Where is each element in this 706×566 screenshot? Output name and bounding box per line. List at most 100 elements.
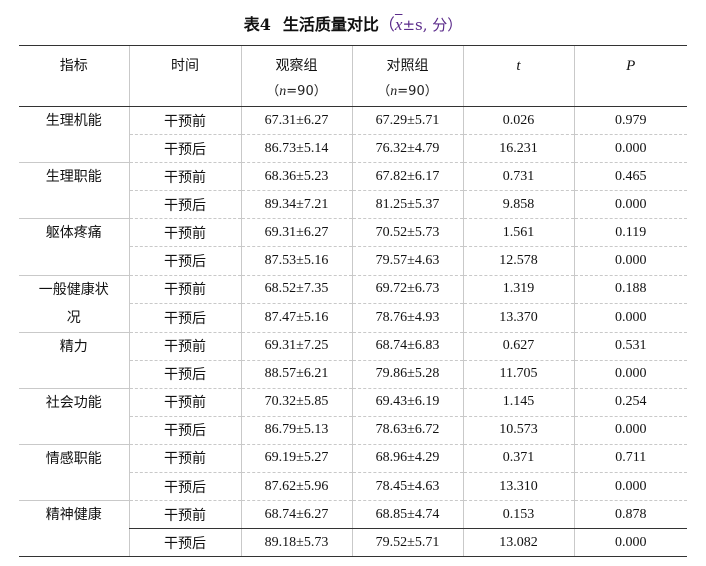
indicator-cell: 社会功能 <box>19 388 129 445</box>
n-value: =90） <box>397 84 438 99</box>
time-cell: 干预后 <box>128 303 241 333</box>
p-value-cell: 0.000 <box>573 360 687 389</box>
observation-cell: 87.47±5.16 <box>240 303 352 333</box>
table-row: 干预后 89.18±5.73 79.52±5.71 13.082 0.000 <box>19 528 687 558</box>
p-value-cell: 0.000 <box>573 246 687 276</box>
control-cell: 68.85±4.74 <box>351 500 463 530</box>
time-cell: 干预后 <box>128 472 241 502</box>
p-value-cell: 0.000 <box>573 190 687 220</box>
indicator-cell: 一般健康状况 <box>19 275 129 333</box>
t-value-cell: 0.627 <box>462 332 574 361</box>
observation-cell: 86.79±5.13 <box>240 416 352 445</box>
table-row: 干预后 86.79±5.13 78.63±6.72 10.573 0.000 <box>19 416 687 445</box>
observation-cell: 69.31±7.25 <box>240 332 352 361</box>
header-time: 时间 <box>128 45 241 107</box>
table-caption: 表4 生活质量对比（x±s, 分） <box>0 10 706 40</box>
table-number: 表4 <box>243 15 271 34</box>
header-control-label: 对照组 <box>386 58 429 74</box>
header-indicator: 指标 <box>19 45 129 107</box>
observation-cell: 67.31±6.27 <box>240 106 352 136</box>
t-value-cell: 0.371 <box>462 444 574 474</box>
header-control: 对照组 （n=90） <box>351 45 463 107</box>
t-value-cell: 9.858 <box>462 190 574 220</box>
p-value-cell: 0.979 <box>573 106 687 136</box>
table-row: 生理职能 干预前 68.36±5.23 67.82±6.17 0.731 0.465 <box>19 162 687 220</box>
header-p: P <box>573 45 687 107</box>
observation-cell: 70.32±5.85 <box>240 388 352 417</box>
indicator-cell: 精神健康 <box>19 500 129 558</box>
paren-open: （ <box>266 84 280 99</box>
p-value-cell: 0.000 <box>573 528 687 558</box>
time-cell: 干预前 <box>128 106 241 136</box>
t-value-cell: 10.573 <box>462 416 574 445</box>
control-cell: 81.25±5.37 <box>351 190 463 220</box>
table-row: 精力 干预前 69.31±7.25 68.74±6.83 0.627 0.531 <box>19 332 687 389</box>
p-value-cell: 0.000 <box>573 472 687 502</box>
time-cell: 干预后 <box>128 416 241 445</box>
time-cell: 干预前 <box>128 275 241 305</box>
header-observation: 观察组 （n=90） <box>240 45 352 107</box>
t-value-cell: 12.578 <box>462 246 574 276</box>
observation-cell: 86.73±5.14 <box>240 134 352 164</box>
indicator-label-line2: 况 <box>66 309 81 326</box>
observation-cell: 68.52±7.35 <box>240 275 352 305</box>
control-cell: 67.29±5.71 <box>351 106 463 136</box>
time-cell: 干预前 <box>128 500 241 530</box>
p-value-cell: 0.119 <box>573 218 687 248</box>
table-row: 精神健康 干预前 68.74±6.27 68.85±4.74 0.153 0.878 <box>19 500 687 558</box>
table-row: 干预后 89.34±7.21 81.25±5.37 9.858 0.000 <box>19 190 687 220</box>
table-row: 干预后 87.62±5.96 78.45±4.63 13.310 0.000 <box>19 472 687 502</box>
quality-of-life-table: 指标 时间 观察组 （n=90） 对照组 （n=90） t P 生理机能 干预前 6… <box>19 45 687 558</box>
table-row: 干预后 87.53±5.16 79.57±4.63 12.578 0.000 <box>19 246 687 276</box>
time-cell: 干预后 <box>128 360 241 389</box>
observation-cell: 69.19±5.27 <box>240 444 352 474</box>
p-value-cell: 0.878 <box>573 500 687 530</box>
observation-cell: 89.34±7.21 <box>240 190 352 220</box>
table-row: 一般健康状况干预前 68.52±7.35 69.72±6.73 1.319 0.188 <box>19 275 687 333</box>
time-cell: 干预后 <box>128 190 241 220</box>
time-cell: 干预后 <box>128 528 241 558</box>
control-cell: 78.45±4.63 <box>351 472 463 502</box>
indicator-cell: 精力 <box>19 332 129 389</box>
caption-paren-open: （ <box>378 15 395 34</box>
t-value-cell: 13.370 <box>462 303 574 333</box>
table-row: 情感职能 干预前 69.19±5.27 68.96±4.29 0.371 0.711 <box>19 444 687 502</box>
p-value-cell: 0.711 <box>573 444 687 474</box>
time-cell: 干预后 <box>128 246 241 276</box>
control-cell: 70.52±5.73 <box>351 218 463 248</box>
control-cell: 76.32±4.79 <box>351 134 463 164</box>
control-cell: 69.72±6.73 <box>351 275 463 305</box>
indicator-cell: 情感职能 <box>19 444 129 502</box>
time-cell: 干预前 <box>128 332 241 361</box>
p-value-cell: 0.000 <box>573 416 687 445</box>
table-row: 社会功能 干预前 70.32±5.85 69.43±6.19 1.145 0.254 <box>19 388 687 445</box>
control-cell: 68.74±6.83 <box>351 332 463 361</box>
t-value-cell: 16.231 <box>462 134 574 164</box>
table-row: 干预后 88.57±6.21 79.86±5.28 11.705 0.000 <box>19 360 687 389</box>
p-value-cell: 0.531 <box>573 332 687 361</box>
paren-open: （ <box>377 84 391 99</box>
t-value-cell: 0.731 <box>462 162 574 192</box>
observation-cell: 88.57±6.21 <box>240 360 352 389</box>
observation-cell: 89.18±5.73 <box>240 528 352 558</box>
n-symbol: n <box>279 84 287 99</box>
table-row: 干预后 86.73±5.14 76.32±4.79 16.231 0.000 <box>19 134 687 164</box>
control-cell: 79.52±5.71 <box>351 528 463 558</box>
control-cell: 79.86±5.28 <box>351 360 463 389</box>
header-control-n: （n=90） <box>354 79 462 105</box>
indicator-cell: 生理机能 <box>19 106 129 164</box>
t-value-cell: 13.082 <box>462 528 574 558</box>
time-cell: 干预前 <box>128 444 241 474</box>
table-title: 生活质量对比 <box>282 15 379 34</box>
p-value-cell: 0.465 <box>573 162 687 192</box>
n-value: =90） <box>286 84 327 99</box>
t-value-cell: 1.319 <box>462 275 574 305</box>
header-row: 指标 时间 观察组 （n=90） 对照组 （n=90） t P <box>19 45 687 107</box>
header-t: t <box>462 45 574 107</box>
indicator-cell: 生理职能 <box>19 162 129 220</box>
caption-stat: ±s, 分） <box>402 16 463 34</box>
p-value-cell: 0.000 <box>573 134 687 164</box>
mean-symbol: x <box>394 15 403 34</box>
header-observation-label: 观察组 <box>275 58 318 74</box>
control-cell: 68.96±4.29 <box>351 444 463 474</box>
